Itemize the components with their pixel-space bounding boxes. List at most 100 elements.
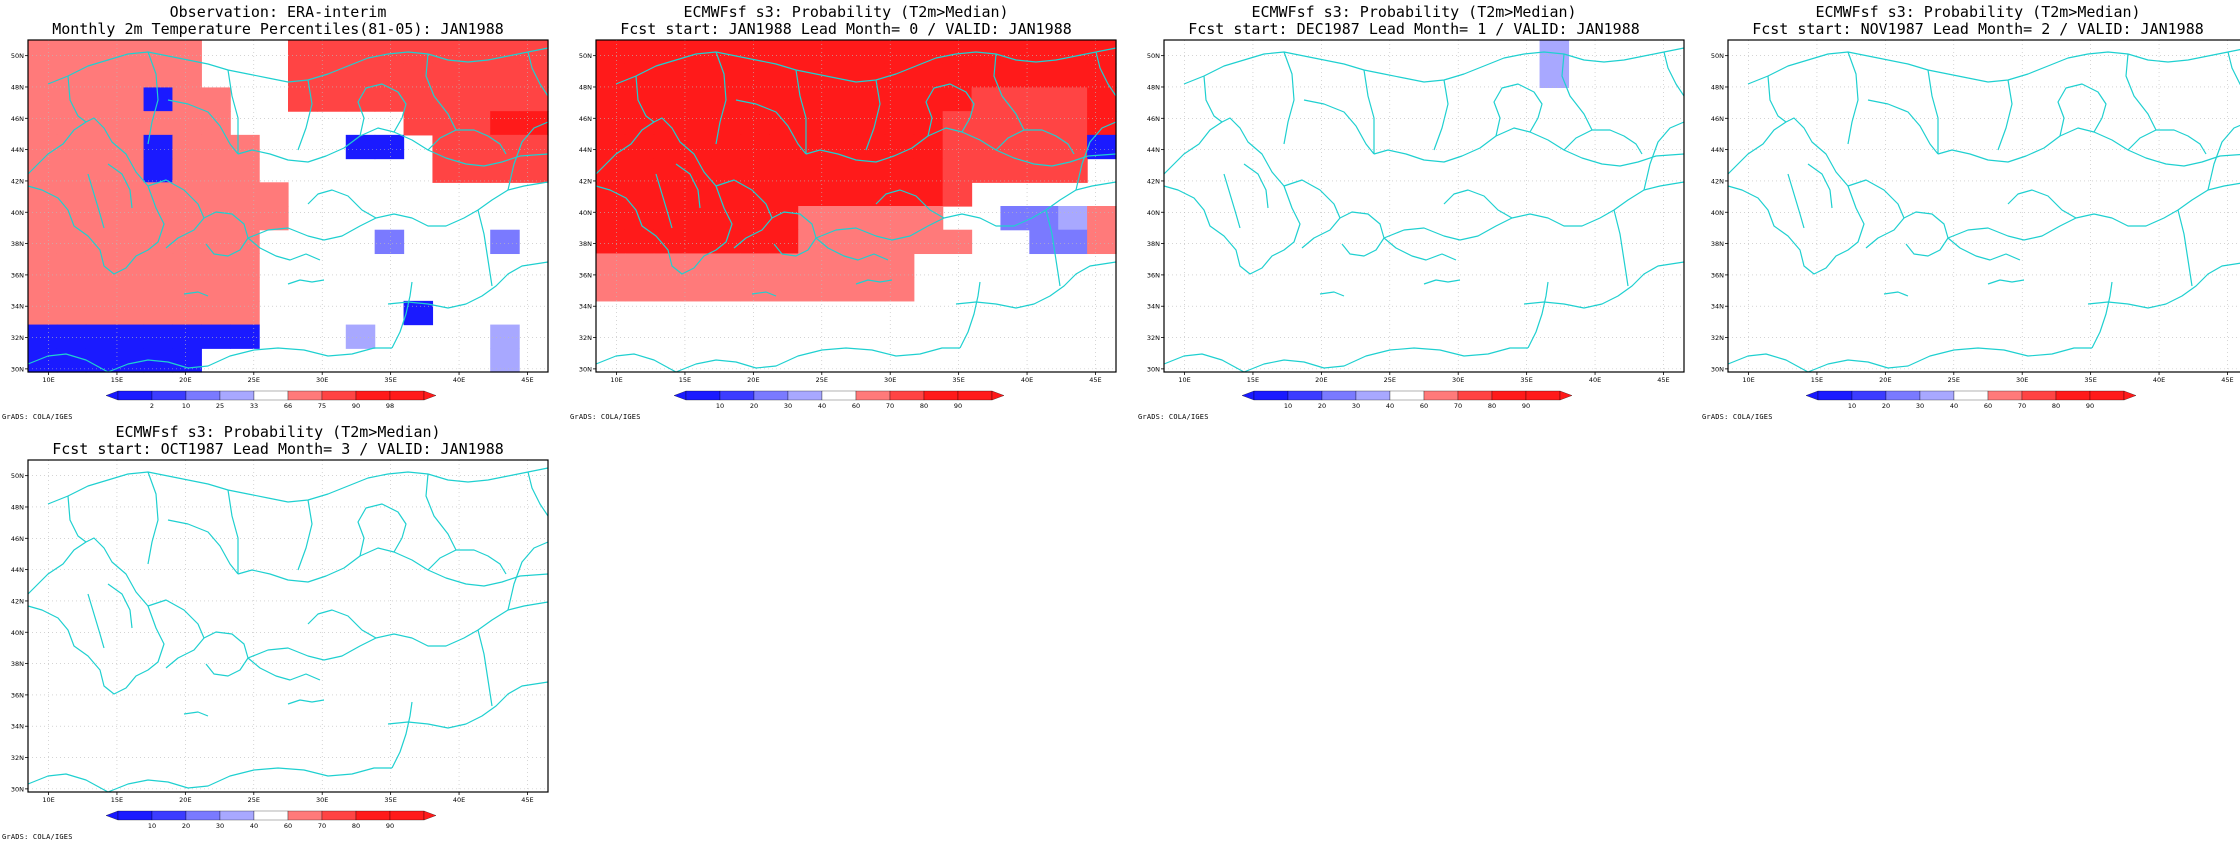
colorbar-arrow-low — [1241, 390, 1255, 401]
coastline — [167, 99, 239, 155]
coastline — [1163, 117, 1301, 275]
panel-title-line-1: ECMWFsf s3: Probability (T2m>Median) — [115, 423, 441, 441]
coastline — [1283, 179, 1341, 249]
lon-tick-label: 15E — [1811, 376, 1823, 384]
coastline — [1163, 353, 1245, 373]
shading-cell — [28, 253, 58, 278]
shading-cell — [28, 348, 58, 373]
coastline — [237, 547, 549, 587]
shading-cell — [288, 63, 318, 89]
coastline — [203, 631, 249, 677]
shading-cell — [172, 111, 202, 136]
shading-cell — [85, 87, 116, 112]
lat-tick-label: 36N — [1711, 271, 1724, 279]
shading-cell — [114, 158, 145, 183]
colorbar-swatch — [321, 810, 357, 821]
coastline — [735, 99, 807, 155]
shading-cells — [28, 40, 549, 373]
shading-cell — [856, 158, 886, 183]
shading-cell — [971, 111, 1002, 136]
coastline — [595, 117, 733, 275]
shading-cell — [490, 63, 520, 89]
lat-tick-label: 30N — [1711, 365, 1724, 373]
shading-cell — [798, 277, 828, 302]
colorbar-label: 80 — [920, 402, 928, 410]
colorbar-label: 2 — [150, 402, 154, 410]
shading-cell — [201, 277, 231, 302]
lon-tick-label: 10E — [42, 796, 54, 804]
coastline — [655, 173, 673, 229]
lon-tick-label: 40E — [2153, 376, 2165, 384]
shading-cell — [971, 87, 1002, 112]
shading-cell — [201, 300, 231, 326]
lat-axis: 50N 48N 46N 44N 42N 40N 38N 36N 34N 32N 30N — [11, 472, 28, 793]
shading-cell — [884, 253, 915, 278]
coastline — [147, 51, 159, 145]
shading-cell — [519, 40, 549, 65]
map-frame — [1163, 39, 1685, 373]
coastline — [1183, 47, 1685, 85]
colorbar-swatch — [685, 390, 721, 401]
coastline — [1383, 237, 1457, 261]
lat-tick-label: 44N — [1147, 146, 1160, 154]
shading-cell — [114, 300, 145, 326]
shading-cell — [856, 40, 886, 65]
shading-cell — [711, 206, 742, 231]
shading-cell — [711, 158, 742, 183]
shading-cell — [769, 277, 799, 302]
lon-tick-label: 30E — [1452, 376, 1464, 384]
shading-cell — [596, 134, 626, 160]
lat-tick-label: 36N — [11, 271, 24, 279]
shading-cell — [596, 40, 626, 65]
shading-cell — [856, 111, 886, 136]
shading-cell — [461, 87, 491, 112]
colorbar-label: 40 — [818, 402, 826, 410]
shading-cell — [856, 87, 886, 112]
colorbar-label: 60 — [1420, 402, 1428, 410]
shading-cell — [740, 63, 770, 89]
coastline — [107, 583, 133, 629]
lat-tick-label: 40N — [1711, 209, 1724, 217]
lon-tick-label: 10E — [1178, 376, 1190, 384]
coastline — [815, 181, 1117, 241]
lat-tick-label: 46N — [579, 115, 592, 123]
shading-cell — [884, 277, 915, 302]
lat-tick-label: 50N — [1711, 52, 1724, 60]
shading-cell — [827, 111, 857, 136]
lat-tick-label: 30N — [1147, 365, 1160, 373]
coastline — [995, 129, 1075, 155]
colorbar-swatch — [889, 390, 925, 401]
colorbar-swatch — [253, 390, 289, 401]
shading-cell — [653, 111, 684, 136]
lat-tick-label: 32N — [1711, 334, 1724, 342]
coastline — [227, 69, 239, 154]
shading-cell — [1029, 158, 1059, 183]
coastline — [855, 279, 893, 285]
lon-axis: 10E 15E 20E 25E 30E 35E 40E 45E — [1178, 372, 1670, 384]
coastline — [1383, 181, 1685, 241]
shading-cell — [28, 111, 58, 136]
shading-cell — [1087, 229, 1117, 255]
shading-cell — [682, 206, 713, 231]
coastline — [387, 681, 549, 729]
shading-cell — [230, 134, 260, 160]
colorbar-swatch — [1321, 390, 1357, 401]
shading-cell — [798, 253, 828, 278]
lat-tick-label: 44N — [11, 146, 24, 154]
shading-cell — [403, 111, 434, 136]
colorbar-arrow-high — [2123, 390, 2137, 401]
coastline — [147, 471, 159, 565]
shading-cell — [56, 253, 87, 278]
shading-cell — [143, 63, 174, 89]
shading-cell — [596, 229, 626, 255]
grads-credit: GrADS: COLA/IGES — [570, 413, 641, 421]
colorbar-label: 80 — [352, 822, 360, 830]
lon-tick-label: 30E — [316, 376, 328, 384]
shading-cell — [143, 324, 174, 349]
lon-tick-label: 40E — [453, 796, 465, 804]
coastline — [615, 47, 1117, 85]
colorbar-swatch — [219, 390, 255, 401]
shading-cell — [884, 182, 915, 207]
coastline — [107, 347, 392, 373]
shading-cell — [403, 87, 434, 112]
